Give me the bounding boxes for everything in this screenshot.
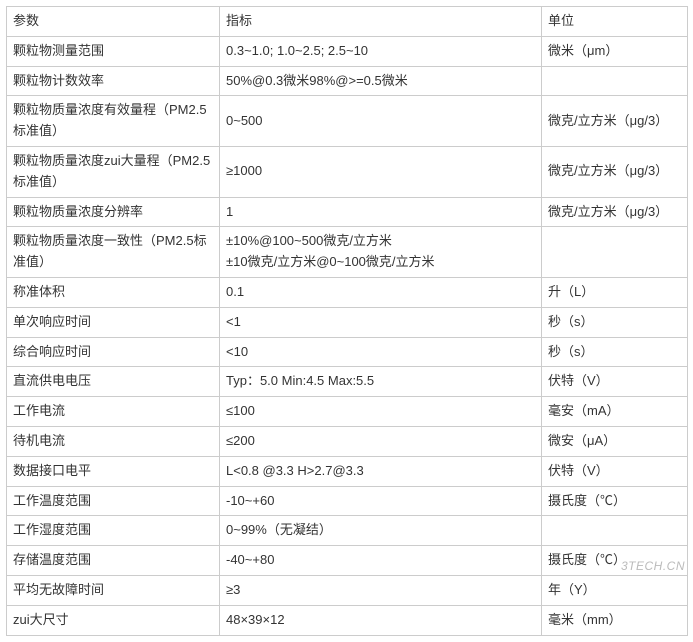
table-row: 工作电流≤100毫安（mA）	[7, 397, 688, 427]
table-row: 颗粒物质量浓度分辨率1微克/立方米（μg/3）	[7, 197, 688, 227]
cell-unit: 微安（μA）	[542, 426, 688, 456]
cell-value: ≤100	[220, 397, 542, 427]
header-unit: 单位	[542, 7, 688, 37]
cell-unit: 年（Y）	[542, 575, 688, 605]
table-row: 平均无故障时间≥3年（Y）	[7, 575, 688, 605]
cell-param: 颗粒物质量浓度一致性（PM2.5标准值）	[7, 227, 220, 278]
table-row: 单次响应时间<1秒（s）	[7, 307, 688, 337]
cell-value: 0.3~1.0; 1.0~2.5; 2.5~10	[220, 36, 542, 66]
table-row: 综合响应时间<10秒（s）	[7, 337, 688, 367]
cell-unit: 摄氏度（℃）	[542, 486, 688, 516]
cell-value: 0~99%（无凝结）	[220, 516, 542, 546]
cell-unit: 伏特（V）	[542, 456, 688, 486]
cell-param: zui大尺寸	[7, 605, 220, 635]
cell-value: -10~+60	[220, 486, 542, 516]
cell-param: 待机电流	[7, 426, 220, 456]
table-row: 颗粒物质量浓度有效量程（PM2.5标准值）0~500微克/立方米（μg/3）	[7, 96, 688, 147]
table-row: 待机电流≤200微安（μA）	[7, 426, 688, 456]
table-row: 工作温度范围-10~+60摄氏度（℃）	[7, 486, 688, 516]
header-row: 参数 指标 单位	[7, 7, 688, 37]
cell-param: 综合响应时间	[7, 337, 220, 367]
cell-param: 直流供电电压	[7, 367, 220, 397]
cell-param: 存储温度范围	[7, 546, 220, 576]
cell-value: L<0.8 @3.3 H>2.7@3.3	[220, 456, 542, 486]
cell-unit: 微克/立方米（μg/3）	[542, 96, 688, 147]
cell-unit: 升（L）	[542, 277, 688, 307]
cell-param: 工作电流	[7, 397, 220, 427]
cell-param: 工作温度范围	[7, 486, 220, 516]
table-row: 数据接口电平L<0.8 @3.3 H>2.7@3.3伏特（V）	[7, 456, 688, 486]
cell-unit: 秒（s）	[542, 337, 688, 367]
cell-unit	[542, 227, 688, 278]
table-row: 工作湿度范围0~99%（无凝结）	[7, 516, 688, 546]
cell-param: 平均无故障时间	[7, 575, 220, 605]
header-param: 参数	[7, 7, 220, 37]
cell-value: 0.1	[220, 277, 542, 307]
cell-value: 50%@0.3微米98%@>=0.5微米	[220, 66, 542, 96]
cell-param: 颗粒物质量浓度有效量程（PM2.5标准值）	[7, 96, 220, 147]
cell-value: ≥1000	[220, 146, 542, 197]
cell-unit: 毫米（mm）	[542, 605, 688, 635]
cell-unit: 伏特（V）	[542, 367, 688, 397]
cell-value: ±10%@100~500微克/立方米±10微克/立方米@0~100微克/立方米	[220, 227, 542, 278]
cell-value: 0~500	[220, 96, 542, 147]
cell-unit: 毫安（mA）	[542, 397, 688, 427]
table-row: 颗粒物质量浓度zui大量程（PM2.5标准值）≥1000微克/立方米（μg/3）	[7, 146, 688, 197]
table-row: 颗粒物测量范围0.3~1.0; 1.0~2.5; 2.5~10微米（μm）	[7, 36, 688, 66]
cell-unit: 秒（s）	[542, 307, 688, 337]
cell-value: 48×39×12	[220, 605, 542, 635]
cell-unit: 微米（μm）	[542, 36, 688, 66]
cell-unit	[542, 516, 688, 546]
table-row: 称准体积0.1升（L）	[7, 277, 688, 307]
cell-param: 数据接口电平	[7, 456, 220, 486]
cell-unit: 微克/立方米（μg/3）	[542, 197, 688, 227]
table-row: 存储温度范围-40~+80摄氏度（℃）	[7, 546, 688, 576]
spec-table: 参数 指标 单位 颗粒物测量范围0.3~1.0; 1.0~2.5; 2.5~10…	[6, 6, 688, 636]
cell-param: 工作湿度范围	[7, 516, 220, 546]
cell-value: <10	[220, 337, 542, 367]
cell-param: 颗粒物质量浓度分辨率	[7, 197, 220, 227]
table-row: 颗粒物计数效率50%@0.3微米98%@>=0.5微米	[7, 66, 688, 96]
cell-value: <1	[220, 307, 542, 337]
cell-param: 称准体积	[7, 277, 220, 307]
table-row: zui大尺寸48×39×12毫米（mm）	[7, 605, 688, 635]
cell-value: ≥3	[220, 575, 542, 605]
cell-value: Typ：5.0 Min:4.5 Max:5.5	[220, 367, 542, 397]
table-row: 直流供电电压Typ：5.0 Min:4.5 Max:5.5伏特（V）	[7, 367, 688, 397]
cell-value: 1	[220, 197, 542, 227]
cell-value: ≤200	[220, 426, 542, 456]
cell-param: 单次响应时间	[7, 307, 220, 337]
spec-tbody: 颗粒物测量范围0.3~1.0; 1.0~2.5; 2.5~10微米（μm）颗粒物…	[7, 36, 688, 635]
cell-param: 颗粒物计数效率	[7, 66, 220, 96]
cell-unit: 微克/立方米（μg/3）	[542, 146, 688, 197]
cell-unit: 摄氏度（℃）	[542, 546, 688, 576]
header-value: 指标	[220, 7, 542, 37]
cell-param: 颗粒物测量范围	[7, 36, 220, 66]
table-row: 颗粒物质量浓度一致性（PM2.5标准值）±10%@100~500微克/立方米±1…	[7, 227, 688, 278]
cell-param: 颗粒物质量浓度zui大量程（PM2.5标准值）	[7, 146, 220, 197]
cell-unit	[542, 66, 688, 96]
cell-value: -40~+80	[220, 546, 542, 576]
